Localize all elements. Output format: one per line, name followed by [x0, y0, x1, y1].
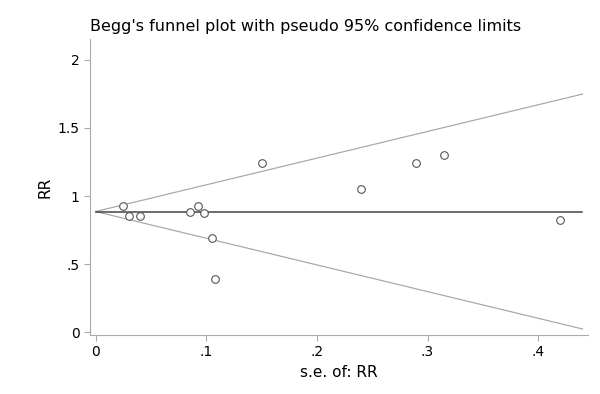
Y-axis label: RR: RR [37, 177, 52, 198]
X-axis label: s.e. of: RR: s.e. of: RR [300, 365, 378, 380]
Text: Begg's funnel plot with pseudo 95% confidence limits: Begg's funnel plot with pseudo 95% confi… [90, 19, 521, 34]
